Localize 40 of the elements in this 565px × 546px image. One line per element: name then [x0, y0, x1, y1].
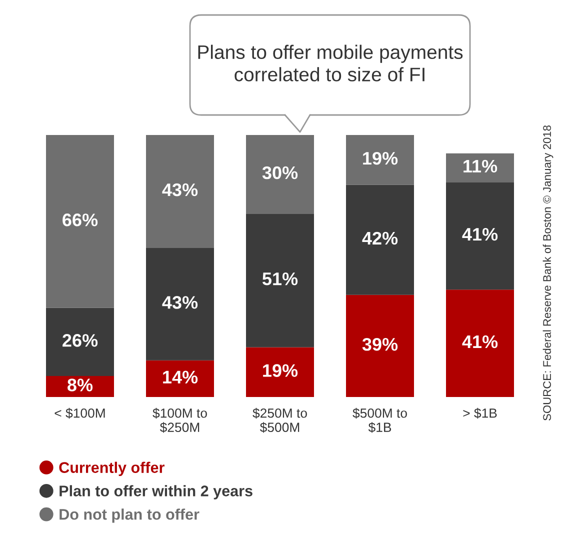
data-label: 43% — [162, 183, 198, 196]
x-tick-label: $100M to $250M — [152, 408, 207, 433]
bar — [46, 376, 114, 397]
data-label: 11% — [464, 160, 498, 173]
legend-label: Do not plan to offer — [60, 508, 200, 523]
chart-title: Plans to offer mobile payments correlated to size of FI — [198, 44, 463, 82]
data-label: 41% — [462, 335, 498, 348]
bar — [246, 214, 314, 348]
bar — [46, 135, 114, 308]
data-label: 41% — [462, 228, 498, 241]
bar — [146, 248, 214, 360]
x-tick-label: $250M to $500M — [252, 408, 307, 433]
data-label: 19% — [363, 152, 398, 165]
bar — [146, 360, 214, 397]
bar — [446, 182, 514, 290]
bar — [446, 153, 514, 182]
data-label: 30% — [262, 166, 298, 180]
legend-label: Currently offer — [59, 462, 164, 476]
bar — [346, 184, 414, 295]
source-note: SOURCE: Federal Reserve Bank of Boston © January 2018 — [542, 125, 554, 420]
bar — [146, 135, 214, 248]
bar — [446, 290, 514, 397]
legend-label: Plan to offer within 2 years — [60, 485, 252, 500]
data-label: 26% — [62, 334, 98, 347]
data-label: 66% — [62, 214, 98, 226]
bar — [346, 135, 414, 185]
x-tick-label: < $100M — [54, 408, 105, 419]
data-label: 51% — [262, 272, 298, 286]
data-label: 8% — [68, 378, 93, 392]
bar — [246, 135, 314, 214]
x-tick-label: $500M to $1B — [352, 408, 407, 433]
bar — [46, 308, 114, 376]
data-label: 19% — [263, 364, 298, 377]
data-label: 39% — [362, 338, 398, 351]
data-label: 43% — [162, 296, 198, 309]
bar — [346, 294, 414, 397]
x-tick-label: > $1B — [463, 408, 497, 419]
data-label: 42% — [362, 232, 398, 245]
data-label: 14% — [163, 370, 198, 384]
bar — [246, 347, 314, 397]
